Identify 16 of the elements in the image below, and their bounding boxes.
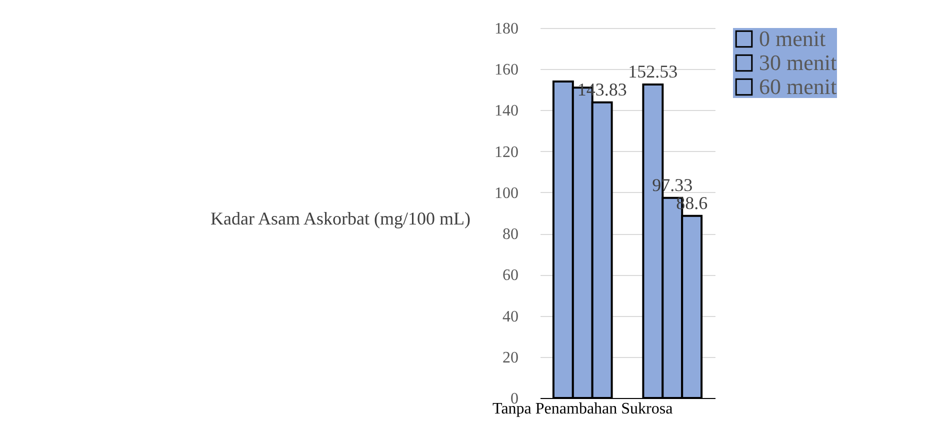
y-tick-label: 140 [494,102,518,120]
y-tick-label: 100 [494,184,518,202]
y-tick-label: 0 [510,390,518,408]
legend-label: 0 menit [759,26,826,51]
y-tick-label: 120 [494,144,518,161]
y-axis-title: Kadar Asam Askorbat (mg/100 mL) [210,208,470,228]
data-label: 152.53 [628,61,678,82]
y-tick-label: 160 [494,62,518,79]
y-tick-label: 80 [502,226,518,244]
legend-label: 30 menit [759,50,837,75]
y-tick-label: 60 [502,267,518,284]
y-tick-label: 40 [502,308,518,326]
y-tick-label: 180 [494,20,518,38]
data-label: 143.83 [577,79,627,100]
y-tick-label: 20 [502,349,518,366]
legend-label: 60 menit [759,74,837,99]
